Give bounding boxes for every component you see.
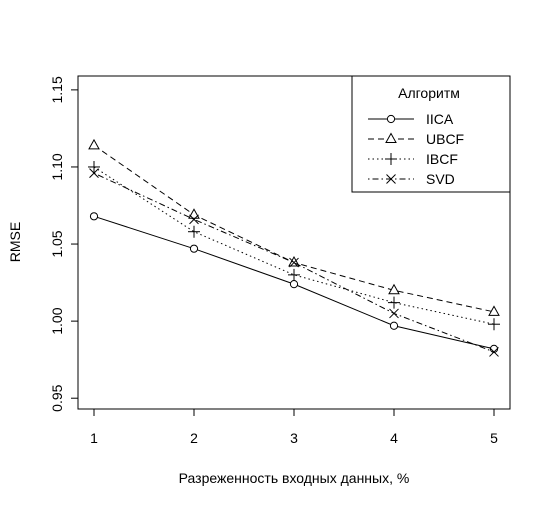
legend-marker-iica: [386, 114, 396, 124]
y-tick-label: 0.95: [49, 384, 65, 411]
marker-triangle: [88, 138, 100, 150]
data-point-ibcf: [88, 160, 100, 173]
x-tick-label: 3: [290, 430, 298, 446]
data-point-ubcf: [388, 283, 400, 295]
marker-cross-b: [289, 257, 299, 268]
data-point-svd: [189, 214, 199, 225]
series-svd: [89, 168, 499, 357]
x-axis-label: Разреженность входных данных, %: [179, 470, 410, 486]
marker-cross-b: [89, 168, 99, 178]
legend-item-iica: IICA: [368, 111, 454, 127]
x-tick-label: 1: [90, 430, 98, 446]
marker-triangle: [488, 305, 500, 316]
y-tick-label: 1.05: [49, 230, 65, 257]
legend: Алгоритм IICA UBCF IBCF SVD: [351, 75, 511, 193]
series-iica: [89, 212, 499, 353]
legend-item-ubcf: UBCF: [368, 131, 464, 147]
data-point-ibcf: [288, 268, 300, 281]
marker-cross-b: [189, 214, 199, 225]
data-point-svd: [89, 168, 99, 178]
data-point-iica: [289, 280, 299, 289]
data-point-svd: [389, 308, 399, 319]
legend-label-iica: IICA: [426, 111, 454, 127]
y-tick-label: 1.15: [49, 76, 65, 103]
marker-cross-b: [386, 174, 396, 184]
y-axis-label: RMSE: [7, 222, 23, 262]
marker-circle: [389, 321, 399, 330]
legend-label-ibcf: IBCF: [426, 151, 458, 167]
marker-triangle: [385, 132, 397, 143]
series-line-ibcf: [93, 166, 495, 325]
data-point-ibcf: [388, 296, 400, 309]
legend-marker-ibcf: [385, 153, 397, 165]
legend-marker-svd: [386, 174, 396, 184]
data-point-ubcf: [88, 138, 100, 150]
y-axis: 0.95 1.00 1.05 1.10 1.15: [49, 76, 79, 412]
x-axis: 1 2 3 4 5: [90, 408, 498, 446]
series-ibcf: [88, 160, 500, 331]
data-point-ubcf: [488, 305, 500, 316]
marker-triangle: [188, 208, 200, 219]
legend-label-ubcf: UBCF: [426, 131, 464, 147]
legend-item-svd: SVD: [368, 171, 455, 187]
data-point-svd: [289, 257, 299, 268]
data-point-ubcf: [188, 208, 200, 219]
series-layer: [88, 138, 500, 357]
legend-item-ibcf: IBCF: [368, 151, 458, 167]
marker-cross-b: [389, 308, 399, 319]
marker-circle: [89, 212, 99, 221]
series-line-svd: [93, 172, 495, 353]
data-point-svd: [489, 347, 499, 357]
legend-label-svd: SVD: [426, 171, 455, 187]
data-point-ibcf: [188, 225, 200, 238]
marker-circle: [289, 280, 299, 289]
legend-title: Алгоритм: [398, 85, 460, 101]
y-tick-label: 1.00: [49, 307, 65, 334]
x-tick-label: 5: [490, 430, 498, 446]
marker-circle: [386, 114, 396, 124]
marker-cross-b: [489, 347, 499, 357]
data-point-iica: [389, 321, 399, 330]
legend-box: [351, 75, 511, 193]
data-point-iica: [189, 244, 199, 253]
x-tick-label: 4: [390, 430, 398, 446]
y-tick-label: 1.10: [49, 153, 65, 180]
legend-marker-ubcf: [385, 132, 397, 143]
marker-triangle: [388, 283, 400, 295]
data-point-iica: [89, 212, 99, 221]
data-point-ibcf: [488, 318, 500, 331]
marker-circle: [189, 244, 199, 253]
x-tick-label: 2: [190, 430, 198, 446]
